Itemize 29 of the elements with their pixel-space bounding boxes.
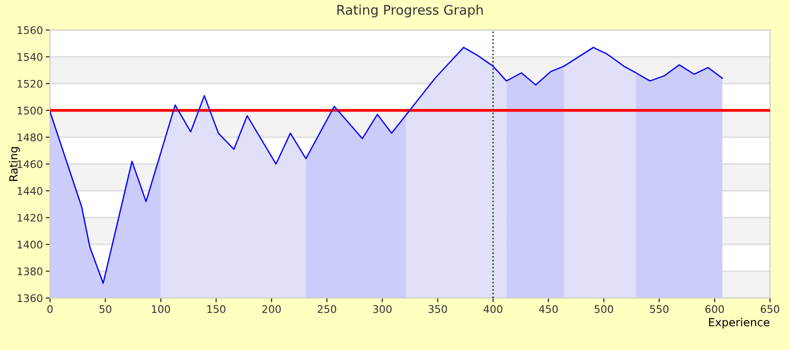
y-tick-label: 1400 xyxy=(18,240,42,249)
y-tick-label: 1380 xyxy=(18,267,42,276)
y-tick-label: 1360 xyxy=(18,294,42,302)
x-tick-label: 550 xyxy=(650,305,668,314)
y-tick-label: 1540 xyxy=(18,53,42,61)
y-tick-label: 1500 xyxy=(18,106,42,115)
y-tick-label: 1520 xyxy=(18,80,42,88)
x-tick-label: 400 xyxy=(484,305,502,314)
x-tick-label: 200 xyxy=(262,305,281,314)
chart-title: Rating Progress Graph xyxy=(337,4,483,18)
x-tick-label: 350 xyxy=(428,305,447,314)
x-tick-label: 100 xyxy=(152,305,170,314)
line-series xyxy=(50,46,723,284)
x-tick-label: 0 xyxy=(47,305,53,314)
x-tick-label: 50 xyxy=(100,305,112,314)
x-tick-label: 300 xyxy=(373,305,392,314)
x-tick-label: 150 xyxy=(207,305,226,314)
y-tick-label: 1480 xyxy=(18,133,42,142)
y-tick-label: 1420 xyxy=(18,214,42,222)
y-axis-title: Rating xyxy=(9,147,20,181)
y-tick-label: 1460 xyxy=(18,160,42,168)
x-tick-label: 250 xyxy=(318,305,336,314)
y-tick-label: 1560 xyxy=(18,26,42,34)
x-axis-title: Experience xyxy=(709,318,770,329)
x-tick-label: 500 xyxy=(594,305,614,314)
y-tick-label: 1440 xyxy=(18,187,42,195)
x-tick-label: 600 xyxy=(705,305,724,314)
x-tick-label: 650 xyxy=(760,305,780,314)
x-tick-label: 450 xyxy=(539,305,558,314)
